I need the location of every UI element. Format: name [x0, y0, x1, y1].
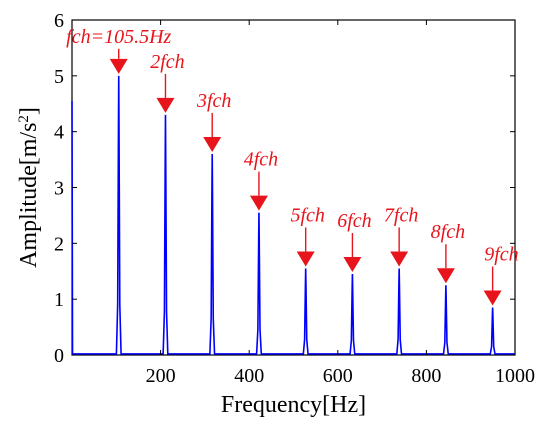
y-tick-label: 6 — [54, 10, 64, 32]
tick-layer: 0 1 2 3 4 5 6 200 400 600 800 1000 — [54, 10, 535, 387]
y-tick-label: 2 — [54, 233, 64, 255]
x-tick-label: 400 — [234, 365, 264, 387]
annotation-arrowhead — [109, 58, 128, 74]
annotation-arrowhead — [436, 268, 455, 284]
annotation-arrowhead — [483, 290, 502, 306]
annotation-layer: fch=105.5Hz 2fch 3fch 4fch 5fch 6fch 7fch 8fch 9… — [66, 26, 519, 306]
y-axis-title-main: Amplitude[m/s — [16, 123, 42, 268]
annotation-arrowhead — [156, 97, 175, 113]
y-axis-title: Amplitude[m/s2] — [16, 107, 42, 268]
y-tick-label: 3 — [54, 178, 64, 200]
x-tick-label: 600 — [323, 365, 353, 387]
annotation-arrowhead — [296, 251, 315, 267]
peak-annotation-label: fch=105.5Hz — [66, 26, 171, 48]
x-tick-label: 1000 — [495, 365, 535, 387]
x-axis-title: Frequency[Hz] — [221, 392, 366, 418]
peak-annotation-label: 9fch — [484, 244, 518, 266]
spectrum-line — [71, 75, 515, 355]
y-tick-label: 0 — [54, 345, 64, 367]
x-tick-label: 800 — [411, 365, 441, 387]
x-tick-label: 200 — [146, 365, 176, 387]
annotation-arrowhead — [343, 257, 362, 273]
annotation-arrowhead — [203, 137, 222, 152]
peak-annotation-label: 7fch — [384, 204, 418, 226]
y-tick-label: 4 — [54, 122, 64, 144]
y-axis-title-superscript: 2 — [16, 115, 32, 123]
peak-annotation-label: 6fch — [337, 210, 371, 232]
y-tick-label: 5 — [54, 66, 64, 88]
peak-annotation-label: 2fch — [150, 51, 184, 73]
y-tick-label: 1 — [54, 289, 64, 311]
peak-annotation-label: 4fch — [244, 149, 278, 171]
peak-annotation-label: 8fch — [431, 221, 465, 243]
peak-annotation-label: 5fch — [290, 204, 324, 226]
peak-annotation-label: 3fch — [196, 90, 231, 112]
annotation-arrowhead — [390, 251, 409, 267]
series-layer — [71, 75, 515, 355]
annotation-arrowhead — [249, 195, 268, 211]
plot-frame — [71, 19, 516, 356]
y-axis-title-close: ] — [16, 107, 42, 115]
